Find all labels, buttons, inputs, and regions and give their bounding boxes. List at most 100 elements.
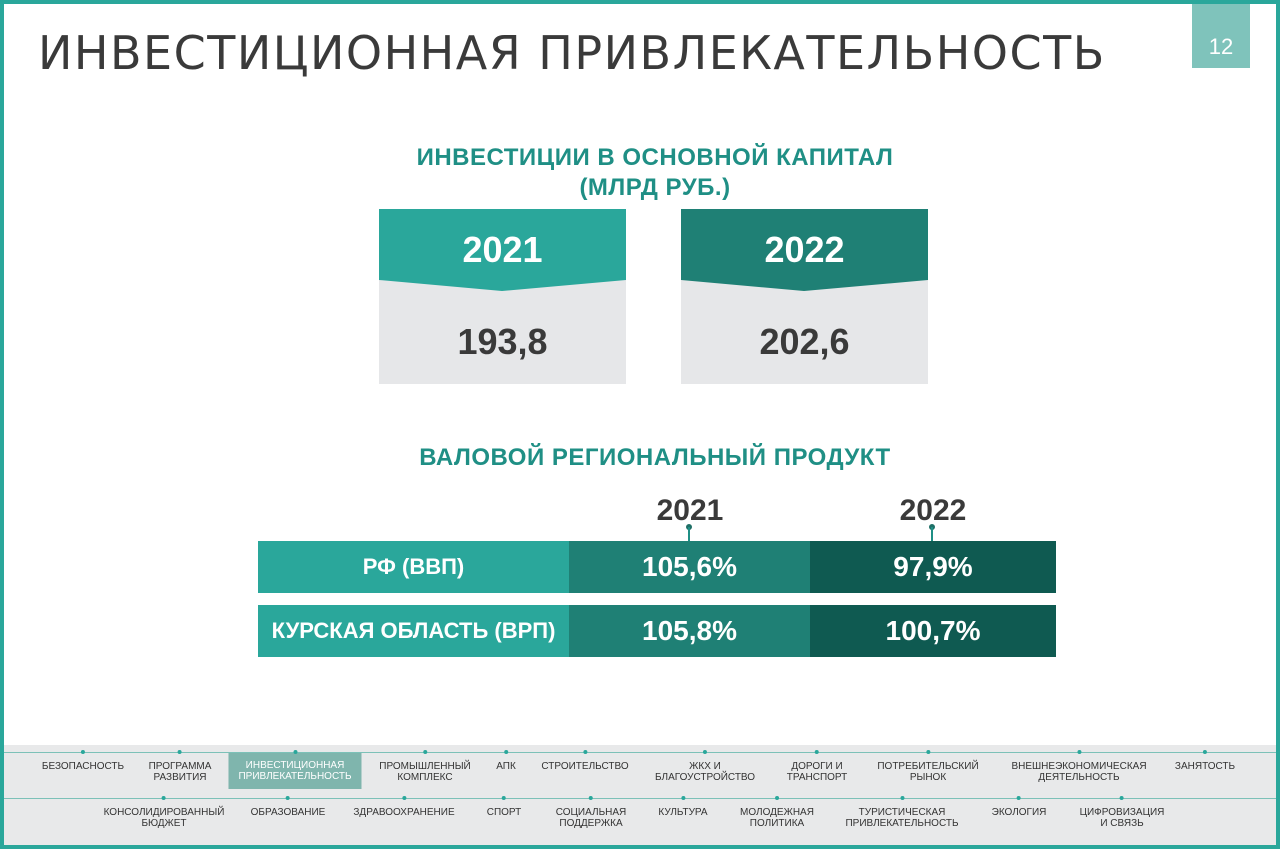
nav-item[interactable]: ПРОМЫШЛЕННЫЙ КОМПЛЕКС (379, 750, 471, 783)
nav-item-label: БЛАГОУСТРОЙСТВО (654, 772, 756, 783)
nav-item[interactable]: ПРОГРАММА РАЗВИТИЯ (149, 750, 211, 783)
nav-item-label: И СВЯЗЬ (1100, 818, 1144, 829)
grp-value-2022: 100,7% (810, 605, 1056, 657)
investment-year: 2021 (462, 229, 543, 270)
nav-item[interactable]: СОЦИАЛЬНАЯ ПОДДЕРЖКА (555, 796, 627, 829)
investment-card-2021: 2021 193,8 (379, 209, 626, 384)
grp-row-label: КУРСКАЯ ОБЛАСТЬ (ВРП) (258, 605, 569, 657)
nav-item-label: ПРИВЛЕКАТЕЛЬНОСТЬ (845, 818, 959, 829)
nav-item[interactable]: ЭКОЛОГИЯ (991, 796, 1047, 818)
nav-item[interactable]: ДОРОГИ И ТРАНСПОРТ (786, 750, 848, 783)
nav-item-label: РЫНОК (909, 772, 947, 783)
nav-item-label: КОМПЛЕКС (397, 772, 453, 783)
nav-item-label: ПОТРЕБИТЕЛЬСКИЙ (877, 761, 979, 772)
nav-item-label: СТРОИТЕЛЬСТВО (541, 761, 629, 772)
nav-item[interactable]: ЖКХ И БЛАГОУСТРОЙСТВО (654, 750, 756, 783)
nav-item[interactable]: ЗДРАВООХРАНЕНИЕ (353, 796, 455, 818)
investments-title: ИНВЕСТИЦИИ В ОСНОВНОЙ КАПИТАЛ (МЛРД РУБ.… (340, 143, 970, 203)
card-header-shape (681, 209, 928, 291)
nav-dot-icon (178, 750, 182, 754)
nav-item-label: КОНСОЛИДИРОВАННЫЙ (103, 807, 225, 818)
nav-dot-icon (815, 750, 819, 754)
page-title: ИНВЕСТИЦИОННАЯ ПРИВЛЕКАТЕЛЬНОСТЬ (38, 26, 1106, 80)
grp-row-label: РФ (ВВП) (258, 541, 569, 593)
nav-item-label: РАЗВИТИЯ (153, 772, 207, 783)
nav-item-label: ПРОМЫШЛЕННЫЙ (379, 761, 471, 772)
nav-dot-icon (503, 750, 508, 754)
investment-value: 202,6 (759, 321, 850, 362)
page-number-badge: 12 (1192, 4, 1250, 68)
nav-dot-icon (1077, 750, 1081, 754)
nav-dot-icon (703, 750, 707, 754)
nav-dot-icon (1119, 796, 1124, 800)
nav-item-label: ТРАНСПОРТ (786, 772, 848, 783)
nav-item[interactable]: ВНЕШНЕЭКОНОМИЧЕСКАЯ ДЕЯТЕЛЬНОСТЬ (1011, 750, 1147, 783)
nav-item-label: ЗДРАВООХРАНЕНИЕ (353, 807, 455, 818)
nav-item-label: ДОРОГИ И (791, 761, 843, 772)
nav-item[interactable]: ОБРАЗОВАНИЕ (251, 796, 325, 818)
nav-item-label: БЕЗОПАСНОСТЬ (41, 761, 125, 772)
nav-dot-icon (775, 796, 779, 800)
nav-item[interactable]: КУЛЬТУРА (658, 796, 708, 818)
nav-item[interactable]: ТУРИСТИЧЕСКАЯ ПРИВЛЕКАТЕЛЬНОСТЬ (845, 796, 959, 829)
grp-value-2021: 105,6% (569, 541, 810, 593)
grp-row-rf: РФ (ВВП) 105,6% 97,9% (258, 541, 1056, 593)
investment-card-header: 2022 (681, 209, 928, 291)
grp-value-2022: 97,9% (810, 541, 1056, 593)
nav-item-label: ТУРИСТИЧЕСКАЯ (858, 807, 946, 818)
nav-dot-icon (80, 750, 85, 754)
nav-item[interactable]: БЕЗОПАСНОСТЬ (41, 750, 125, 772)
nav-item[interactable]: ЗАНЯТОСТЬ (1174, 750, 1236, 772)
nav-item-label: ПОЛИТИКА (749, 818, 805, 829)
investments-title-line1: ИНВЕСТИЦИИ В ОСНОВНОЙ КАПИТАЛ (416, 144, 894, 171)
nav-item-label: ЦИФРОВИЗАЦИЯ (1079, 807, 1165, 818)
nav-dot-icon (1203, 750, 1207, 754)
column-marker-line (931, 527, 933, 541)
nav-dot-icon (402, 796, 406, 800)
grp-title: ВАЛОВОЙ РЕГИОНАЛЬНЫЙ ПРОДУКТ (419, 444, 891, 471)
nav-dot-icon (583, 750, 587, 754)
nav-item-label: ИНВЕСТИЦИОННАЯ (245, 760, 345, 771)
nav-timeline-bottom (4, 798, 1276, 799)
nav-item-label: СПОРТ (486, 807, 522, 818)
nav-timeline-top (4, 752, 1276, 753)
nav-dot-icon (1016, 796, 1021, 800)
nav-item-label: СОЦИАЛЬНАЯ (555, 807, 627, 818)
nav-item-label: АПК (496, 761, 516, 772)
investment-card-2022: 2022 202,6 (681, 209, 928, 384)
nav-item[interactable]: ПОТРЕБИТЕЛЬСКИЙ РЫНОК (877, 750, 979, 783)
column-year-2022: 2022 (899, 494, 967, 527)
column-year-2021: 2021 (656, 494, 724, 527)
nav-item-label: МОЛОДЕЖНАЯ (740, 807, 814, 818)
nav-item[interactable]: СПОРТ (486, 796, 522, 818)
investment-card-header: 2021 (379, 209, 626, 291)
nav-item-label: ЗАНЯТОСТЬ (1174, 761, 1236, 772)
nav-dot-icon (681, 796, 685, 800)
nav-item[interactable]: СТРОИТЕЛЬСТВО (541, 750, 629, 772)
grp-value-2021: 105,8% (569, 605, 810, 657)
nav-item[interactable]: ИНВЕСТИЦИОННАЯ ПРИВЛЕКАТЕЛЬНОСТЬ (228, 750, 362, 789)
nav-dot-icon (162, 796, 166, 800)
nav-dot-icon (502, 796, 506, 800)
nav-dot-icon (926, 750, 930, 754)
nav-item-label: БЮДЖЕТ (141, 818, 187, 829)
nav-dot-icon (589, 796, 593, 800)
investment-year: 2022 (764, 229, 845, 270)
nav-item[interactable]: ЦИФРОВИЗАЦИЯ И СВЯЗЬ (1079, 796, 1165, 829)
investments-title-line2: (МЛРД РУБ.) (579, 174, 731, 201)
column-marker-line (688, 527, 690, 541)
section-navigation: БЕЗОПАСНОСТЬ ПРОГРАММА РАЗВИТИЯ ИНВЕСТИЦИОН… (4, 745, 1276, 845)
nav-item-label: ВНЕШНЕЭКОНОМИЧЕСКАЯ (1011, 761, 1147, 772)
nav-item-label: ПРИВЛЕКАТЕЛЬНОСТЬ (238, 771, 352, 782)
nav-item[interactable]: КОНСОЛИДИРОВАННЫЙ БЮДЖЕТ (103, 796, 225, 829)
nav-dot-icon (899, 796, 904, 800)
nav-item-label: ЭКОЛОГИЯ (991, 807, 1047, 818)
investment-value: 193,8 (457, 321, 548, 362)
nav-item-label: ПОДДЕРЖКА (559, 818, 623, 829)
nav-dot-icon (292, 750, 297, 754)
nav-item[interactable]: МОЛОДЕЖНАЯ ПОЛИТИКА (740, 796, 814, 829)
nav-item[interactable]: АПК (496, 750, 516, 772)
grp-row-kursk: КУРСКАЯ ОБЛАСТЬ (ВРП) 105,8% 100,7% (258, 605, 1056, 657)
nav-dot-icon (422, 750, 427, 754)
